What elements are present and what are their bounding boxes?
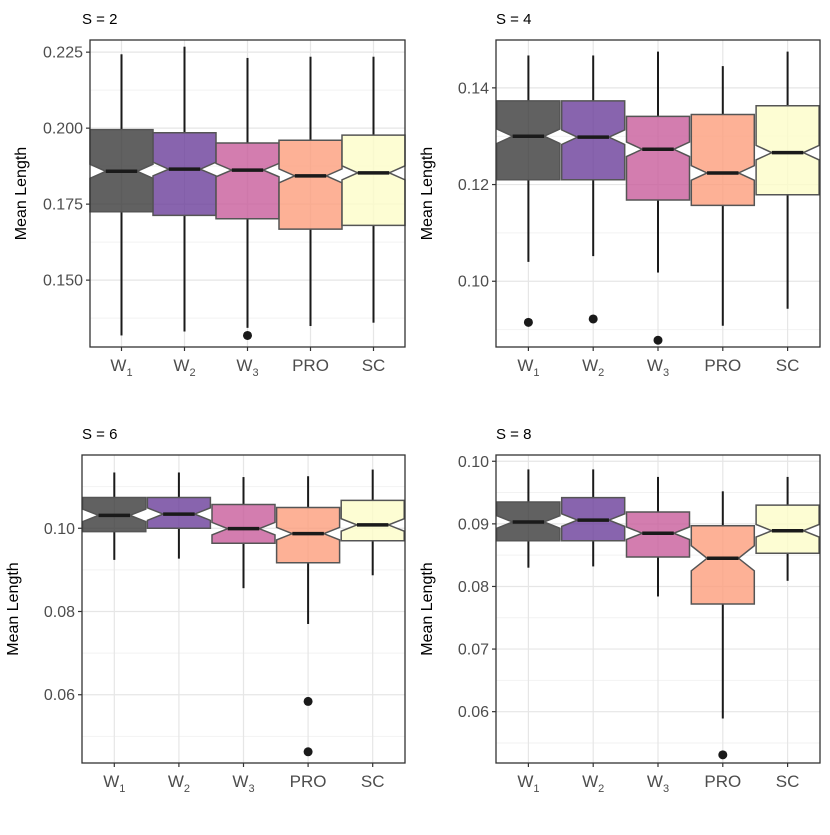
y-tick-label: 0.07 (458, 642, 489, 659)
box-W3 (215, 57, 280, 340)
y-tick-label: 0.12 (458, 177, 489, 194)
x-tick-label-PRO: PRO (292, 356, 329, 375)
x-tick-label-W3: W3 (232, 772, 254, 795)
y-tick-label: 0.08 (458, 579, 489, 596)
panel-3: S = 6 0.06 0.08 0.10 W1 W2 W3 PRO SC Mean Length (5, 426, 406, 795)
panel-title: S = 6 (82, 426, 117, 443)
x-tick-label-PRO: PRO (290, 772, 327, 791)
x-tick-label-W2: W2 (582, 772, 604, 795)
x-tick-label-W2: W2 (173, 356, 195, 379)
x-tick-label-W1: W1 (103, 772, 125, 795)
y-tick-label: 0.09 (458, 516, 489, 533)
y-tick-label: 0.06 (458, 704, 489, 721)
x-tick-label-W3: W3 (647, 356, 669, 379)
notched-box (625, 115, 691, 201)
x-tick-label-W3: W3 (647, 772, 669, 795)
box-W2 (146, 472, 212, 559)
box-W1 (82, 472, 147, 560)
x-tick-label-PRO: PRO (704, 772, 741, 791)
x-tick-label-W1: W1 (517, 356, 539, 379)
notched-box (341, 134, 406, 227)
notched-box (755, 105, 820, 196)
x-tick-label-W2: W2 (582, 356, 604, 379)
x-tick-label-SC: SC (362, 356, 386, 375)
notched-box (215, 142, 280, 220)
y-tick-label: 0.175 (43, 197, 83, 214)
box-SC (755, 476, 820, 581)
outlier-point (523, 317, 533, 327)
outlier-point (303, 696, 313, 706)
notched-box (496, 100, 561, 181)
box-W1 (496, 469, 561, 568)
y-tick-label: 0.225 (43, 45, 83, 62)
panel-2: S = 4 0.10 0.12 0.14 W1 W2 W3 PRO SC Mean Length (419, 11, 821, 379)
outlier-point (718, 750, 728, 760)
x-tick-label-SC: SC (361, 772, 385, 791)
box-PRO (275, 476, 341, 757)
y-axis-label: Mean Length (5, 562, 22, 655)
box-SC (340, 469, 405, 576)
y-tick-label: 0.200 (43, 121, 83, 138)
x-tick-label-SC: SC (776, 772, 800, 791)
y-tick-label: 0.150 (43, 273, 83, 290)
panel-title: S = 2 (82, 11, 117, 28)
outlier-point (588, 314, 598, 324)
box-W3 (625, 51, 691, 345)
notched-box (340, 499, 405, 542)
box-W3 (625, 476, 691, 597)
outlier-point (303, 747, 313, 757)
box-W2 (560, 55, 626, 324)
box-PRO (278, 56, 343, 327)
y-axis-label: Mean Length (13, 147, 30, 240)
panel-title: S = 4 (496, 11, 531, 28)
notched-box (560, 100, 626, 181)
y-tick-label: 0.08 (44, 604, 75, 621)
y-tick-label: 0.06 (44, 687, 75, 704)
x-tick-label-W1: W1 (517, 772, 539, 795)
notched-box (211, 503, 276, 544)
x-tick-label-PRO: PRO (704, 356, 741, 375)
box-W2 (152, 46, 217, 332)
y-tick-label: 0.10 (44, 521, 75, 538)
notched-box (690, 113, 756, 207)
panel-title: S = 8 (496, 426, 531, 443)
y-axis-label: Mean Length (419, 562, 436, 655)
notched-box (690, 524, 756, 605)
panel-1: S = 2 0.150 0.175 0.200 0.225 W1 W2 W3 PRO SC Mean… (13, 11, 406, 379)
y-tick-label: 0.10 (458, 274, 489, 291)
box-SC (755, 51, 820, 309)
box-W3 (211, 477, 276, 589)
y-tick-label: 0.10 (458, 454, 489, 471)
x-tick-label-W2: W2 (168, 772, 190, 795)
y-tick-label: 0.14 (458, 80, 489, 97)
box-PRO (690, 66, 756, 326)
box-W2 (560, 469, 626, 567)
x-tick-label-SC: SC (776, 356, 800, 375)
box-W1 (496, 55, 561, 327)
y-axis-label: Mean Length (419, 147, 436, 240)
panel-4: S = 8 0.06 0.07 0.08 0.09 0.10 W1 W2 W3 PRO SC Mean… (419, 426, 821, 795)
outlier-point (243, 330, 252, 340)
box-PRO (690, 491, 756, 760)
notched-box (152, 131, 217, 217)
x-tick-label-W1: W1 (110, 356, 132, 379)
outlier-point (653, 335, 663, 345)
x-tick-label-W3: W3 (236, 356, 258, 379)
notched-box (278, 139, 343, 230)
